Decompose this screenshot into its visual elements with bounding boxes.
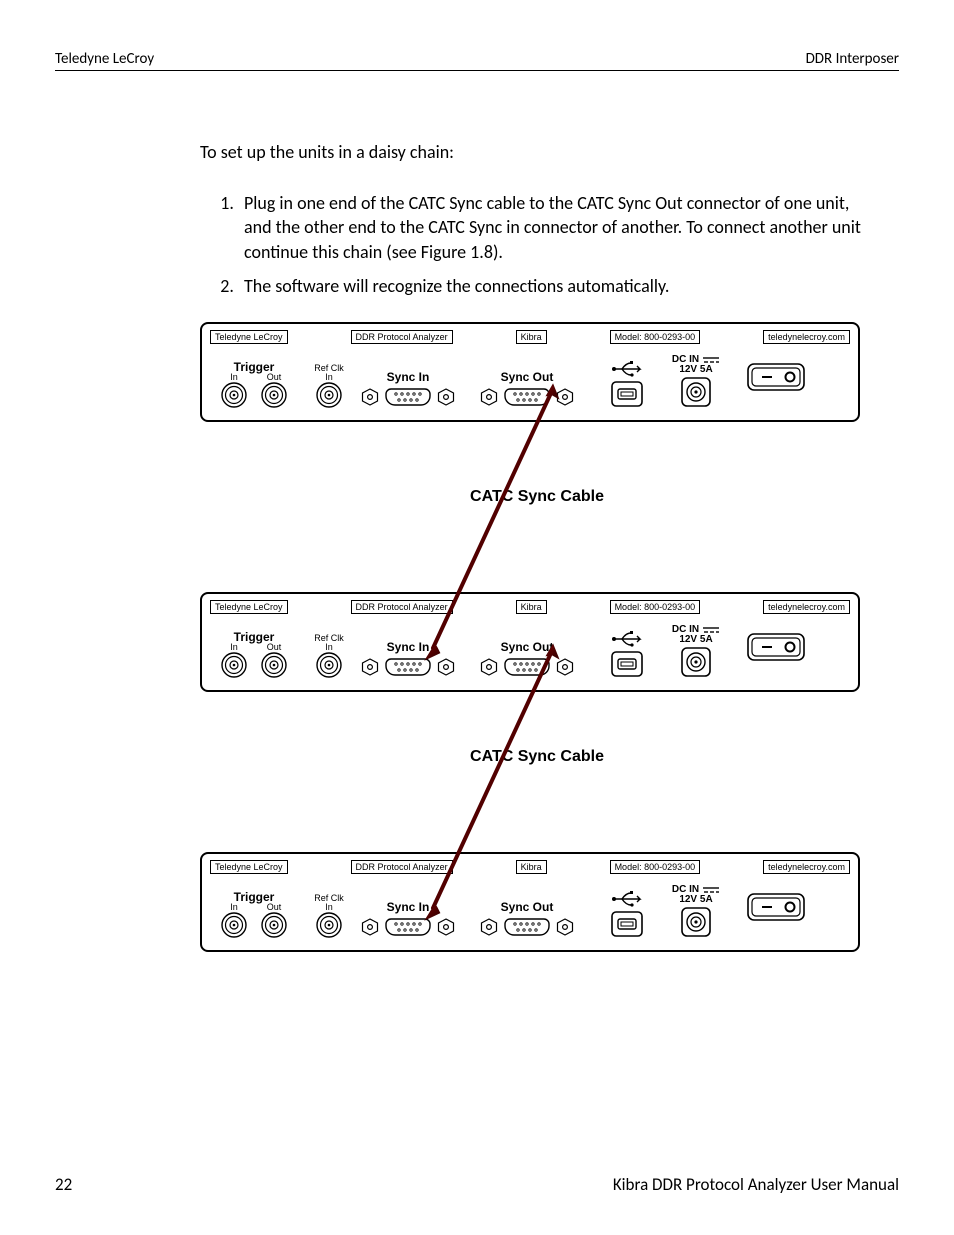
syncin-label: Sync In [387,371,430,383]
power-rating-label: 12V 5A [679,365,712,375]
page-footer: 22 Kibra DDR Protocol Analyzer User Manu… [55,1174,899,1195]
bnc-icon [316,912,342,938]
panel-top-model: Model: 800-0293-00 [610,600,701,614]
figure: Teledyne LeCroy DDR Protocol Analyzer Ki… [200,322,874,952]
trigger-in-label: In [230,903,238,912]
bnc-icon [261,382,287,408]
trigger-in-label: In [230,643,238,652]
device-panel-3: Teledyne LeCroy DDR Protocol Analyzer Ki… [200,852,860,952]
intro-text: To set up the units in a daisy chain: [200,141,874,163]
dc-jack-icon [680,646,712,678]
usb-symbol-icon [610,631,644,647]
syncout-label: Sync Out [501,901,554,913]
panel-top-model: Model: 800-0293-00 [610,330,701,344]
hex-screw-icon [480,658,498,676]
bnc-icon [316,652,342,678]
refclk-in-label: In [325,373,333,382]
power-rating-label: 12V 5A [679,635,712,645]
panel-top-brand: Teledyne LeCroy [210,860,288,874]
header-rule [55,70,899,71]
power-switch-icon [746,362,806,392]
bnc-icon [221,382,247,408]
usb-symbol-icon [610,361,644,377]
panel-top-title: DDR Protocol Analyzer [351,330,453,344]
db9-icon [504,656,550,678]
hex-screw-icon [361,918,379,936]
usb-port-icon [610,910,644,938]
bnc-icon [221,912,247,938]
hex-screw-icon [437,658,455,676]
syncin-label: Sync In [387,901,430,913]
hex-screw-icon [437,388,455,406]
bnc-icon [261,912,287,938]
hex-screw-icon [480,918,498,936]
device-panel-1: Teledyne LeCroy DDR Protocol Analyzer Ki… [200,322,860,422]
trigger-out-label: Out [267,903,282,912]
power-switch-icon [746,892,806,922]
bnc-icon [221,652,247,678]
panel-top-brand: Teledyne LeCroy [210,330,288,344]
panel-top-title: DDR Protocol Analyzer [351,860,453,874]
usb-symbol-icon [610,891,644,907]
refclk-in-label: In [325,643,333,652]
trigger-in-label: In [230,373,238,382]
panel-top-url: teledynelecroy.com [763,860,850,874]
dc-jack-icon [680,376,712,408]
bnc-icon [316,382,342,408]
hex-screw-icon [361,388,379,406]
db9-icon [504,916,550,938]
header-right: DDR Interposer [806,50,899,68]
panel-top-url: teledynelecroy.com [763,330,850,344]
panel-top-title: DDR Protocol Analyzer [351,600,453,614]
page: Teledyne LeCroy DDR Interposer To set up… [0,0,954,1235]
hex-screw-icon [437,918,455,936]
content: To set up the units in a daisy chain: Pl… [55,141,899,952]
panel-top-name: Kibra [516,600,547,614]
step-1: Plug in one end of the CATC Sync cable t… [238,191,874,264]
hex-screw-icon [480,388,498,406]
db9-icon [385,916,431,938]
power-rating-label: 12V 5A [679,895,712,905]
panel-top-name: Kibra [516,330,547,344]
panel-top-model: Model: 800-0293-00 [610,860,701,874]
trigger-out-label: Out [267,373,282,382]
step-2: The software will recognize the connecti… [238,274,874,298]
page-header: Teledyne LeCroy DDR Interposer [55,50,899,68]
hex-screw-icon [556,658,574,676]
footer-page: 22 [55,1174,72,1195]
cable-label-1: CATC Sync Cable [200,488,874,506]
cable-label-2: CATC Sync Cable [200,748,874,766]
panel-top-name: Kibra [516,860,547,874]
power-switch-icon [746,632,806,662]
usb-port-icon [610,380,644,408]
steps-list: Plug in one end of the CATC Sync cable t… [200,191,874,298]
hex-screw-icon [556,918,574,936]
hex-screw-icon [556,388,574,406]
footer-manual: Kibra DDR Protocol Analyzer User Manual [613,1174,899,1195]
syncin-label: Sync In [387,641,430,653]
syncout-label: Sync Out [501,641,554,653]
hex-screw-icon [361,658,379,676]
device-panel-2: Teledyne LeCroy DDR Protocol Analyzer Ki… [200,592,860,692]
db9-icon [504,386,550,408]
refclk-in-label: In [325,903,333,912]
syncout-label: Sync Out [501,371,554,383]
bnc-icon [261,652,287,678]
db9-icon [385,656,431,678]
trigger-out-label: Out [267,643,282,652]
dc-jack-icon [680,906,712,938]
usb-port-icon [610,650,644,678]
db9-icon [385,386,431,408]
panel-top-brand: Teledyne LeCroy [210,600,288,614]
header-left: Teledyne LeCroy [55,50,154,68]
panel-top-url: teledynelecroy.com [763,600,850,614]
